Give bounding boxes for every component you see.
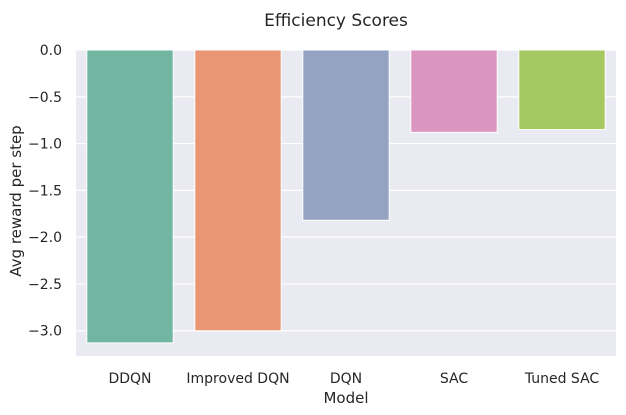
x-tick-label: SAC — [440, 371, 468, 387]
y-tick-label: 0.0 — [40, 43, 62, 59]
x-axis-label: Model — [323, 389, 368, 407]
y-tick-label: −2.0 — [28, 230, 62, 246]
y-tick-label: −1.0 — [28, 137, 62, 153]
bars — [86, 49, 606, 344]
bar-sac — [410, 49, 498, 133]
y-tick-label: −1.5 — [28, 183, 62, 199]
y-tick-label: −0.5 — [28, 90, 62, 106]
x-tick-label: Improved DQN — [186, 371, 289, 387]
x-tick-label: DQN — [330, 371, 362, 387]
x-tick-label: DDQN — [108, 371, 151, 387]
y-tick-label: −3.0 — [28, 324, 62, 340]
y-tick-label: −2.5 — [28, 277, 62, 293]
bar-improved-dqn — [194, 49, 282, 332]
x-tick-label: Tuned SAC — [524, 371, 600, 387]
y-axis-ticks: 0.0 −0.5 −1.0 −1.5 −2.0 −2.5 −3.0 — [28, 43, 62, 340]
x-axis-ticks: DDQN Improved DQN DQN SAC Tuned SAC — [108, 371, 599, 387]
chart-title: Efficiency Scores — [264, 11, 408, 31]
y-axis-label: Avg reward per step — [7, 125, 25, 276]
bar-tuned-sac — [518, 49, 606, 131]
bar-dqn — [302, 49, 390, 221]
bar-ddqn — [86, 49, 174, 344]
